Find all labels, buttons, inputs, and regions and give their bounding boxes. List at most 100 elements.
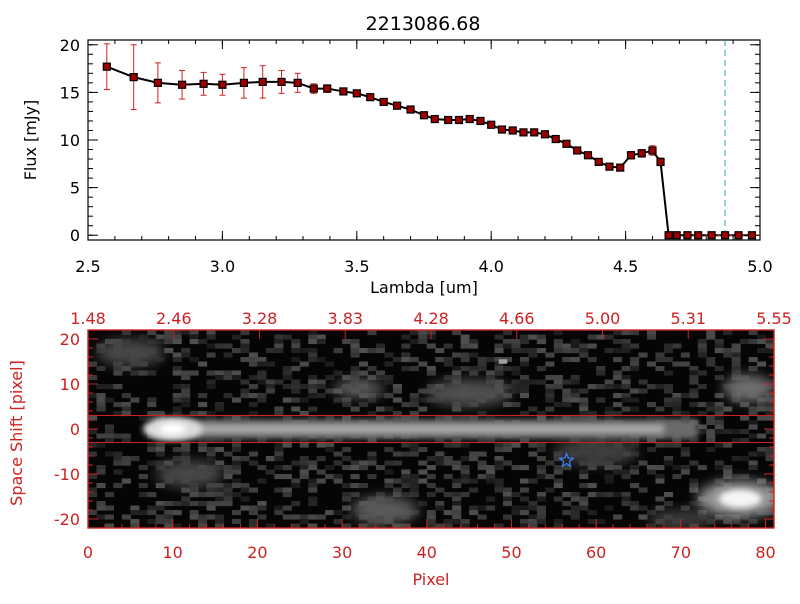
- noise-pixel: [401, 483, 411, 489]
- noise-pixel: [248, 352, 258, 358]
- noise-pixel: [367, 375, 377, 381]
- noise-pixel: [113, 460, 123, 466]
- noise-pixel: [215, 343, 225, 349]
- noise-pixel: [723, 442, 733, 448]
- noise-pixel: [511, 384, 521, 390]
- noise-pixel: [646, 402, 657, 408]
- noise-pixel: [367, 397, 377, 403]
- noise-pixel: [663, 348, 673, 354]
- noise-pixel: [731, 366, 741, 372]
- noise-pixel: [460, 343, 470, 349]
- noise-pixel: [401, 478, 411, 484]
- noise-pixel: [342, 483, 352, 489]
- noise-pixel: [621, 438, 631, 444]
- noise-pixel: [494, 478, 504, 484]
- noise-pixel: [282, 487, 292, 493]
- noise-pixel: [215, 496, 225, 502]
- noise-pixel: [452, 375, 462, 381]
- noise-pixel: [350, 375, 360, 381]
- noise-pixel: [426, 519, 436, 525]
- noise-pixel: [130, 523, 140, 528]
- noise-pixel: [731, 361, 741, 367]
- noise-pixel: [231, 478, 242, 484]
- noise-pixel: [257, 505, 267, 511]
- noise-pixel: [88, 429, 98, 435]
- noise-pixel: [519, 339, 529, 345]
- noise-pixel: [172, 406, 182, 412]
- noise-pixel: [545, 352, 555, 358]
- noise-pixel: [443, 492, 453, 498]
- noise-pixel: [528, 406, 538, 412]
- noise-pixel: [689, 393, 699, 399]
- noise-pixel: [765, 456, 774, 462]
- noise-pixel: [596, 519, 606, 525]
- noise-pixel: [367, 411, 377, 417]
- noise-pixel: [181, 451, 191, 457]
- noise-pixel: [494, 523, 504, 528]
- data-point: [683, 231, 692, 240]
- noise-pixel: [502, 442, 513, 448]
- noise-pixel: [282, 492, 292, 498]
- noise-pixel: [536, 366, 546, 372]
- noise-pixel: [587, 334, 597, 340]
- noise-pixel: [231, 519, 242, 525]
- noise-pixel: [604, 411, 614, 417]
- noise-pixel: [630, 483, 640, 489]
- noise-pixel: [536, 442, 546, 448]
- noise-pixel: [282, 438, 292, 444]
- noise-pixel: [409, 474, 419, 480]
- noise-pixel: [672, 465, 682, 471]
- noise-pixel: [257, 514, 267, 520]
- noise-pixel: [536, 505, 546, 511]
- noise-pixel: [392, 357, 402, 363]
- noise-pixel: [714, 460, 724, 466]
- noise-pixel: [231, 510, 242, 516]
- noise-pixel: [630, 469, 640, 475]
- noise-pixel: [418, 478, 428, 484]
- noise-pixel: [308, 406, 318, 412]
- noise-pixel: [308, 379, 318, 385]
- noise-pixel: [587, 384, 597, 390]
- noise-pixel: [655, 366, 665, 372]
- noise-pixel: [130, 510, 140, 516]
- noise-pixel: [655, 357, 665, 363]
- noise-pixel: [630, 501, 640, 507]
- noise-pixel: [291, 343, 301, 349]
- noise-pixel: [502, 487, 513, 493]
- noise-pixel: [646, 523, 657, 528]
- noise-pixel: [223, 451, 233, 457]
- noise-pixel: [757, 334, 767, 340]
- noise-pixel: [494, 442, 504, 448]
- noise-pixel: [443, 343, 453, 349]
- noise-pixel: [231, 438, 242, 444]
- noise-pixel: [570, 397, 580, 403]
- noise-pixel: [121, 366, 131, 372]
- noise-pixel: [257, 357, 267, 363]
- noise-pixel: [570, 393, 580, 399]
- noise-pixel: [172, 447, 182, 453]
- noise-pixel: [494, 334, 504, 340]
- noise-pixel: [536, 465, 546, 471]
- pixel-tick-label: 70: [671, 543, 691, 562]
- noise-pixel: [655, 442, 665, 448]
- noise-pixel: [655, 505, 665, 511]
- noise-pixel: [172, 357, 182, 363]
- noise-pixel: [613, 469, 623, 475]
- noise-pixel: [265, 388, 275, 394]
- noise-pixel: [613, 402, 623, 408]
- noise-pixel: [155, 483, 165, 489]
- noise-pixel: [248, 393, 258, 399]
- noise-pixel: [392, 451, 402, 457]
- noise-pixel: [655, 465, 665, 471]
- noise-pixel: [519, 384, 529, 390]
- noise-pixel: [663, 357, 673, 363]
- noise-pixel: [206, 505, 216, 511]
- data-point: [199, 79, 208, 88]
- noise-pixel: [308, 514, 318, 520]
- noise-pixel: [477, 438, 487, 444]
- noise-pixel: [325, 375, 335, 381]
- noise-pixel: [308, 483, 318, 489]
- noise-pixel: [528, 451, 538, 457]
- noise-pixel: [164, 339, 174, 345]
- noise-pixel: [494, 465, 504, 471]
